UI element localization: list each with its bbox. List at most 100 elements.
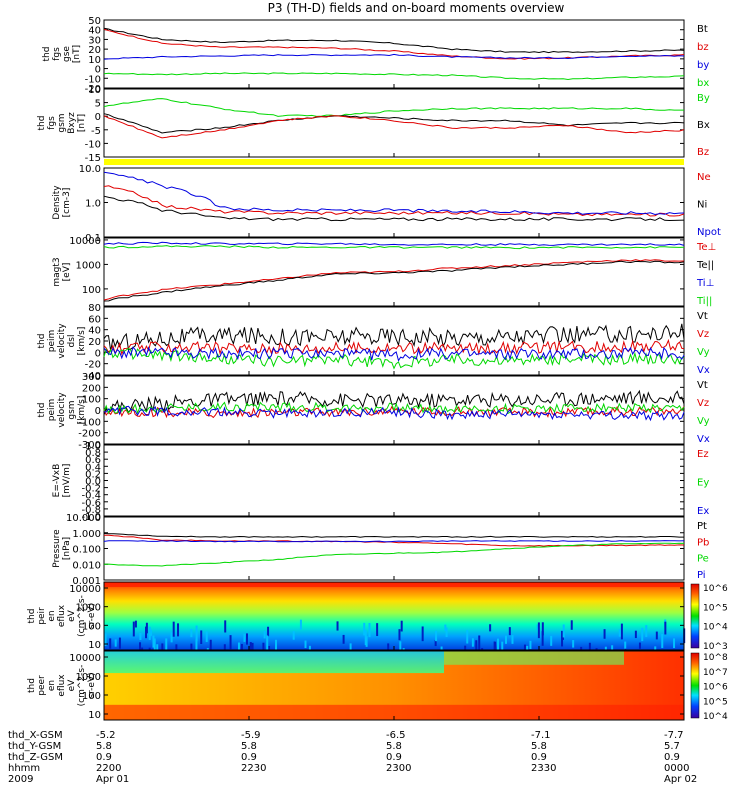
spectrogram-speck [634,630,637,639]
x-axis-value: -5.2 [96,730,116,741]
spectrogram-speck [268,646,271,653]
y-tick-label: 10.0 [79,164,101,175]
spectrogram-speck [223,644,226,653]
y-axis-label: eflux [57,604,67,627]
spectrogram-speck [645,625,648,637]
panel-efield: 1.00.80.60.40.20.0-0.2-0.4-0.6-0.8-1.0 E=… [52,441,709,523]
y-axis-label: thd [42,47,52,62]
spectrogram-speck [638,642,641,649]
y-axis-label: eV [67,679,77,692]
y-tick-label: 10 [88,55,101,66]
spectrogram-speck [304,640,307,649]
y-axis-label: en [47,610,57,621]
x-axis-value: 5.8 [96,741,112,752]
y-tick-label: 0 [95,348,101,359]
spectrogram-speck [624,641,627,652]
legend-Vz: Vz [697,398,709,409]
series-Ne-line [103,185,685,217]
legend-Vz: Vz [697,329,709,340]
legend-Vy: Vy [697,347,710,358]
y-tick-label: 80 [88,303,101,314]
y-axis-label: Density [52,185,62,220]
spectrogram-speck [497,638,500,651]
y-axis-label: [km/s] [77,327,87,356]
y-tick-label: 100 [82,621,101,632]
legend-Bx: Bx [697,120,710,131]
y-axis-label: thd [37,403,47,418]
spectrogram-speck [399,641,402,651]
spectrogram-band [444,651,624,665]
y-axis-label: peer [37,675,47,696]
y-tick-label: 20 [88,45,101,56]
spectrogram-speck [200,630,203,644]
y-tick-label: -300 [78,440,101,451]
y-tick-label: -40 [85,371,101,382]
colorbar-tick-label: 10^4 [703,712,728,722]
legend-Pe: Pe [697,554,709,565]
spectrogram-speck [673,638,676,649]
chart-title: P3 (TH-D) fields and on-board moments ov… [268,1,565,15]
spectrogram-speck [501,641,504,652]
spectrogram-speck [342,634,345,644]
y-axis-label: magt3 [52,257,62,286]
y-tick-label: -0.6 [81,498,101,509]
panel-temperature: 10000 1000 100 magt3 [eV] Te⊥ Te|| Ti⊥ Ti|| [52,236,716,307]
colorbar-tick-label: 10^7 [703,668,728,678]
colorbar [690,652,700,719]
y-tick-label: 10 [88,640,101,651]
series-Vx-line [103,405,685,422]
spectrogram-speck [139,633,142,640]
x-axis-value: 5.8 [531,741,547,752]
panel-frame [103,444,685,517]
spectrogram-speck [471,638,474,647]
y-axis-label: eV [67,609,77,622]
x-axis-value: -7.1 [531,730,551,741]
spectrogram-background [104,582,684,650]
series-Pt-line [103,533,684,538]
y-axis-label: (cm^2-s- [77,595,87,637]
spectrogram-speck [177,623,180,637]
spectrogram-speck [205,631,208,642]
y-tick-label: 1.0 [85,441,101,452]
y-axis-label: [eV] [62,263,72,282]
y-tick-label: 300 [82,372,101,383]
spectrogram-speck [104,633,107,646]
spectrogram-speck [114,639,117,647]
spectrogram-speck [195,639,198,650]
x-axis-row-label: 2009 [8,774,33,785]
spectrogram-speck [541,622,544,636]
spectrogram-speck [364,630,367,646]
series-Vx-line [103,346,685,362]
y-tick-label: -0.8 [81,505,101,516]
x-axis-value: -5.9 [241,730,261,741]
y-tick-label: 40 [88,26,101,37]
spectrogram-speck [139,642,142,655]
legend-Vy: Vy [697,416,710,427]
y-tick-label: 40 [88,326,101,337]
spectrogram-speck [493,641,496,653]
series-Vy-line [103,347,685,370]
x-axis-value: 2200 [96,763,121,774]
y-tick-label: 100 [82,395,101,406]
legend-Ti||: Ti|| [696,296,712,307]
y-tick-label: -10 [85,74,101,85]
legend-Vx: Vx [697,365,710,376]
x-axis-value: 0000 [664,763,689,774]
spectrogram-speck [562,624,565,638]
legend-Ne: Ne [697,172,711,183]
y-axis-label: [nT] [77,114,87,132]
spectrogram-speck [190,629,193,638]
x-axis-value: 0.9 [386,752,402,763]
x-axis-row-label: thd_X-GSM [8,730,63,741]
y-axis-label: [nPa] [62,537,72,560]
y-axis-label: E=-VxB [52,464,62,498]
panel-frame [103,516,685,581]
spectrogram-speck [572,640,575,648]
y-axis-label: thd [27,609,37,624]
y-axis-label: [cm-3] [62,188,72,218]
spectrogram-speck [504,635,507,644]
spectrogram-speck [134,620,137,628]
y-tick-label: 200 [82,383,101,394]
spectrogram-speck [618,629,621,637]
